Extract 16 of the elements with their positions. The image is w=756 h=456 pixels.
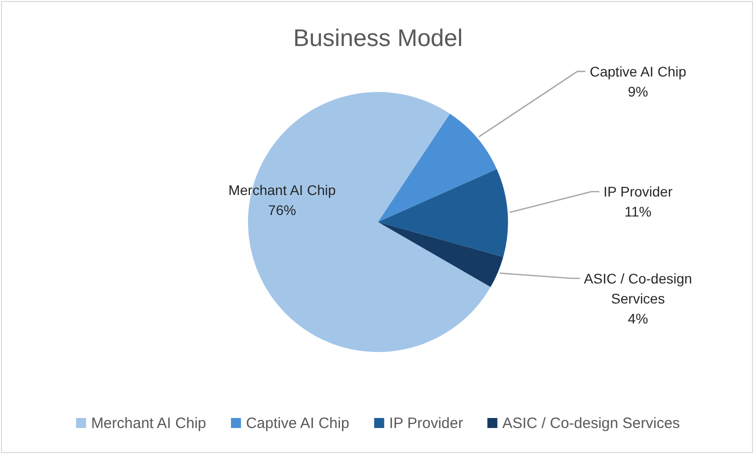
pie-slice — [378, 222, 504, 287]
pie-slice — [378, 114, 497, 222]
data-label: 76% — [268, 202, 296, 218]
data-label: 9% — [628, 83, 648, 100]
slice-label: Captive AI Chip — [590, 63, 686, 80]
legend-label: Captive AI Chip — [246, 415, 350, 432]
pie-slice — [378, 169, 508, 257]
data-label: 11% — [624, 204, 652, 220]
slice-label: IP Provider — [604, 184, 673, 200]
slice-label: ASIC / Co-design Services — [584, 270, 692, 306]
chart-title: Business Model — [293, 25, 463, 52]
legend-label: IP Provider — [389, 415, 464, 432]
data-label: 4% — [628, 310, 648, 326]
legend-label: ASIC / Co-design Services — [502, 415, 680, 432]
legend-label: Merchant AI Chip — [91, 415, 206, 432]
slice-label: Merchant AI Chip — [228, 182, 336, 198]
